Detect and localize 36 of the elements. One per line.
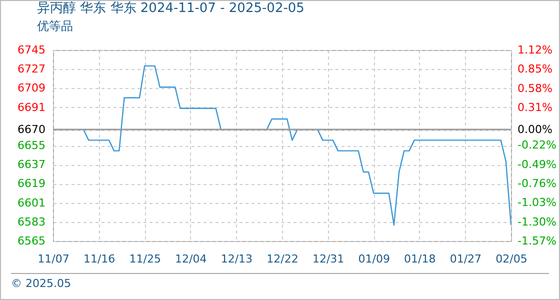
y-tick-label: 6655 [18,139,46,152]
y2-tick-label: -0.22% [518,138,556,152]
y-tick-label: 6601 [18,196,46,210]
x-tick-label: 12/04 [175,252,207,266]
x-tick-label: 01/09 [358,252,390,266]
y-tick-label: 6619 [18,177,46,190]
y2-tick-label: -0.49% [518,158,556,171]
y2-tick-label: 0.31% [518,101,552,114]
y-tick-label: 6727 [18,62,46,76]
x-tick-label: 02/05 [496,252,528,266]
y-tick-label: 6670 [18,123,46,136]
y2-tick-label: -0.76% [518,176,556,190]
y-tick-label: 6565 [18,234,46,248]
x-tick-label: 11/07 [38,252,70,266]
x-tick-label: 11/25 [129,252,161,266]
chart-subtitle: 优等品 [37,19,73,33]
x-tick-label: 12/22 [266,252,298,266]
y2-tick-label: -1.30% [518,215,556,228]
x-tick-label: 11/16 [83,252,116,266]
y2-tick-label: 0.85% [518,62,552,76]
y2-tick-label: -1.57% [518,234,556,248]
y-tick-label: 6583 [18,215,46,228]
y2-tick-label: 0.58% [518,82,552,95]
x-tick-label: 12/13 [220,252,253,266]
y-tick-label: 6637 [18,158,46,172]
y2-tick-label: 1.12% [518,44,552,56]
y2-tick-label: -1.03% [518,196,556,210]
y2-tick-label: 0.00% [518,123,552,136]
y-tick-label: 6745 [18,44,46,56]
text: © 2025.05 [11,277,71,290]
x-tick-label: 12/31 [312,252,344,266]
x-tick-label: 01/27 [450,252,482,266]
chart-title: 异丙醇 华东 华东 2024-11-07 - 2025-02-05 [37,1,304,16]
x-tick-label: 01/18 [404,252,436,266]
y-tick-label: 6709 [18,82,46,95]
y-tick-label: 6691 [18,100,46,114]
